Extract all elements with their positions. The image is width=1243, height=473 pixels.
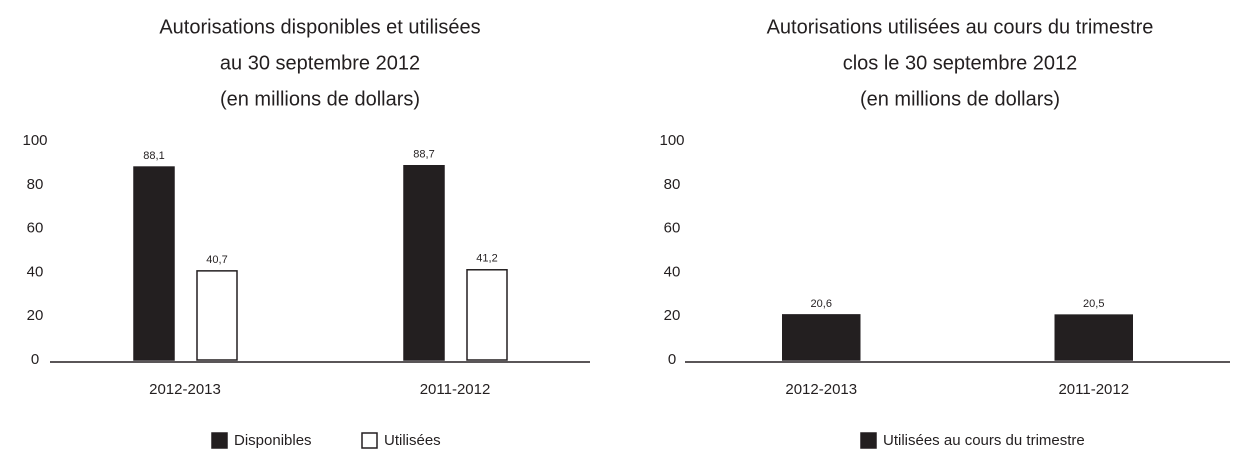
legend-swatch [361, 432, 378, 449]
chart-title: au 30 septembre 2012 [220, 52, 420, 74]
y-tick-label: 80 [27, 176, 44, 193]
bar [782, 314, 861, 361]
value-label: 20,5 [1083, 298, 1104, 310]
x-tick-label: 2011-2012 [1058, 381, 1129, 398]
bar [403, 164, 445, 361]
x-tick-label: 2011-2012 [420, 381, 491, 398]
chart-title: (en millions de dollars) [220, 88, 420, 110]
y-tick-label: 100 [659, 132, 684, 149]
bar [196, 270, 238, 361]
value-label: 41,2 [476, 253, 497, 265]
y-tick-label: 80 [664, 176, 681, 193]
y-tick-label: 0 [668, 351, 676, 368]
value-label: 88,7 [413, 149, 434, 161]
bar [1054, 314, 1133, 361]
value-label: 20,6 [811, 298, 832, 310]
legend-swatch [211, 432, 228, 449]
chart-title: (en millions de dollars) [860, 88, 1060, 110]
y-tick-label: 60 [27, 220, 44, 237]
legend-label: Utilisées au cours du trimestre [883, 432, 1085, 449]
chart-title: Autorisations utilisées au cours du trim… [767, 16, 1154, 38]
y-tick-label: 100 [22, 132, 47, 149]
y-tick-label: 20 [664, 307, 681, 324]
legend-label: Disponibles [234, 432, 312, 449]
legend-label: Utilisées [384, 432, 441, 449]
y-tick-label: 60 [664, 220, 681, 237]
legend-swatch [860, 432, 877, 449]
x-tick-label: 2012-2013 [149, 381, 221, 398]
bar [133, 166, 175, 361]
y-tick-label: 40 [27, 263, 44, 280]
y-tick-label: 20 [27, 307, 44, 324]
x-tick-label: 2012-2013 [785, 381, 857, 398]
bar [466, 269, 508, 361]
value-label: 40,7 [206, 254, 227, 266]
y-tick-label: 0 [31, 351, 39, 368]
y-tick-label: 40 [664, 263, 681, 280]
chart-title: clos le 30 septembre 2012 [843, 52, 1078, 74]
chart-title: Autorisations disponibles et utilisées [159, 16, 480, 38]
value-label: 88,1 [143, 150, 164, 162]
